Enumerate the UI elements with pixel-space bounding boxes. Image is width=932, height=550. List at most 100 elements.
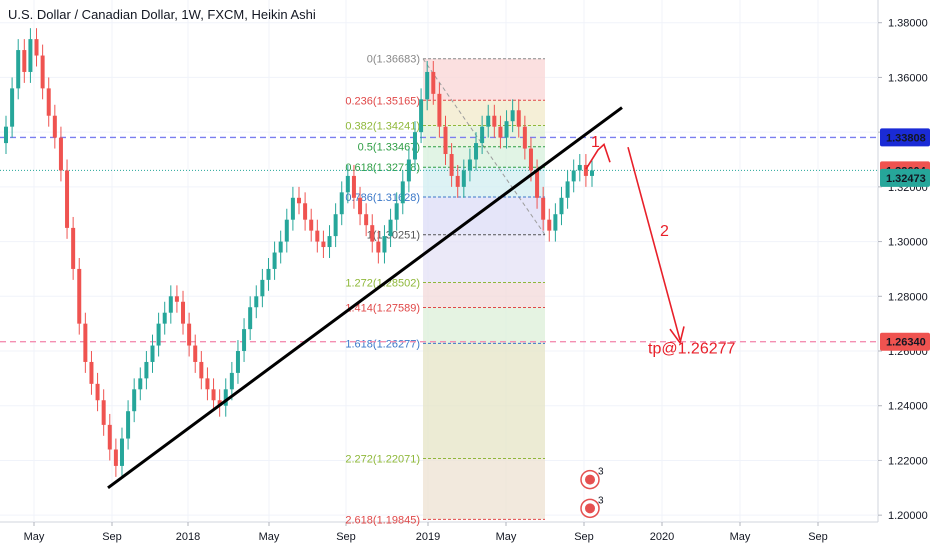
candle-body (577, 164, 582, 171)
candle-body (217, 400, 222, 406)
wave-1-path (585, 143, 611, 170)
y-tick-label: 1.36000 (888, 72, 928, 84)
candle-body (242, 329, 247, 352)
candle-body (492, 115, 497, 127)
candle-body (229, 372, 234, 390)
candle-body (327, 236, 332, 248)
candle-body (284, 219, 289, 242)
candle-body (583, 164, 588, 176)
candle-body (376, 241, 381, 253)
fib-level-label: 1(1.30251) (367, 230, 420, 242)
candle-body (260, 279, 265, 297)
candle-body (553, 214, 558, 231)
wave-2-arrow (627, 146, 681, 341)
candle-body (504, 121, 509, 138)
x-tick-label: Sep (336, 531, 356, 543)
price-label-text: 1.26340 (886, 337, 926, 349)
candle-body (52, 115, 57, 138)
candle-body (297, 197, 301, 204)
candle-body (431, 71, 436, 94)
candle-body (193, 345, 198, 362)
candle-body (199, 361, 204, 379)
candle-body (223, 389, 228, 406)
x-tick-label: Sep (102, 531, 122, 543)
candle-body (535, 170, 540, 198)
candle-body (28, 39, 33, 72)
fib-band (423, 167, 545, 198)
candle-body (16, 50, 21, 89)
candle-body (10, 88, 15, 127)
candle-body (358, 197, 363, 215)
fib-band (423, 146, 545, 168)
candle-body (138, 378, 143, 390)
candle-body (351, 175, 356, 198)
candle-body (528, 148, 533, 171)
event-badge-count: 3 (598, 495, 604, 506)
x-tick-label: May (24, 531, 45, 543)
y-tick-label: 1.30000 (888, 237, 928, 249)
fib-band (423, 197, 545, 235)
candle-body (119, 438, 124, 466)
x-tick-label: 2019 (416, 531, 440, 543)
candle-body (211, 389, 216, 401)
candle-body (162, 312, 167, 324)
candle-body (571, 170, 576, 182)
candle-body (467, 159, 472, 171)
fib-band (423, 234, 545, 283)
candle-body (65, 170, 70, 228)
candle-body (364, 214, 369, 226)
y-tick-label: 1.20000 (888, 510, 928, 522)
candle-body (40, 55, 45, 89)
fib-level-label: 0.236(1.35165) (345, 95, 420, 107)
x-tick-label: 2020 (650, 531, 674, 543)
y-tick-label: 1.24000 (888, 401, 928, 413)
candle-body (174, 296, 179, 302)
event-badge-count: 3 (598, 467, 604, 478)
candle-body (83, 323, 88, 362)
candle-body (113, 449, 118, 466)
candle-body (315, 230, 320, 242)
fib-level-label: 2.272(1.22071) (345, 454, 420, 466)
y-tick-label: 1.22000 (888, 455, 928, 467)
candle-body (333, 214, 338, 237)
candle-body (303, 203, 308, 220)
candle-body (156, 323, 161, 346)
candle-body (235, 351, 240, 373)
fib-level-label: 1.618(1.26277) (345, 338, 420, 350)
candle-body (187, 323, 192, 346)
candle-body (480, 126, 485, 144)
fib-level-label: 1.414(1.27589) (345, 303, 420, 315)
candle-body (278, 241, 283, 253)
price-label-tag (880, 128, 930, 147)
candle-body (449, 154, 454, 176)
candle-body (486, 115, 491, 127)
candle-body (406, 159, 411, 182)
price-label-tag (880, 168, 930, 187)
event-flag-icon (585, 474, 595, 485)
candle-body (95, 383, 100, 401)
x-tick-label: Sep (808, 531, 828, 543)
candle-body (547, 219, 552, 231)
fib-band (423, 458, 545, 520)
candle-body (205, 378, 210, 390)
candle-body (516, 110, 521, 127)
wave-2-arrowhead (669, 326, 685, 345)
price-label-tag (880, 332, 930, 351)
candle-body (370, 225, 375, 242)
candle-body (461, 170, 466, 187)
fib-level-label: 0.5(1.33467) (358, 142, 420, 154)
event-flag-icon (585, 503, 595, 514)
fib-band (423, 343, 545, 459)
candle-body (394, 203, 399, 220)
fib-level-label: 2.618(1.19845) (345, 514, 420, 526)
candle-body (412, 132, 417, 160)
candle-body (34, 39, 39, 56)
candle-body (510, 110, 515, 122)
candle-body (248, 307, 253, 330)
candle-body (58, 137, 63, 171)
candle-body (339, 192, 344, 215)
x-tick-label: May (496, 531, 517, 543)
candle-body (126, 411, 131, 439)
candle-body (541, 197, 546, 220)
